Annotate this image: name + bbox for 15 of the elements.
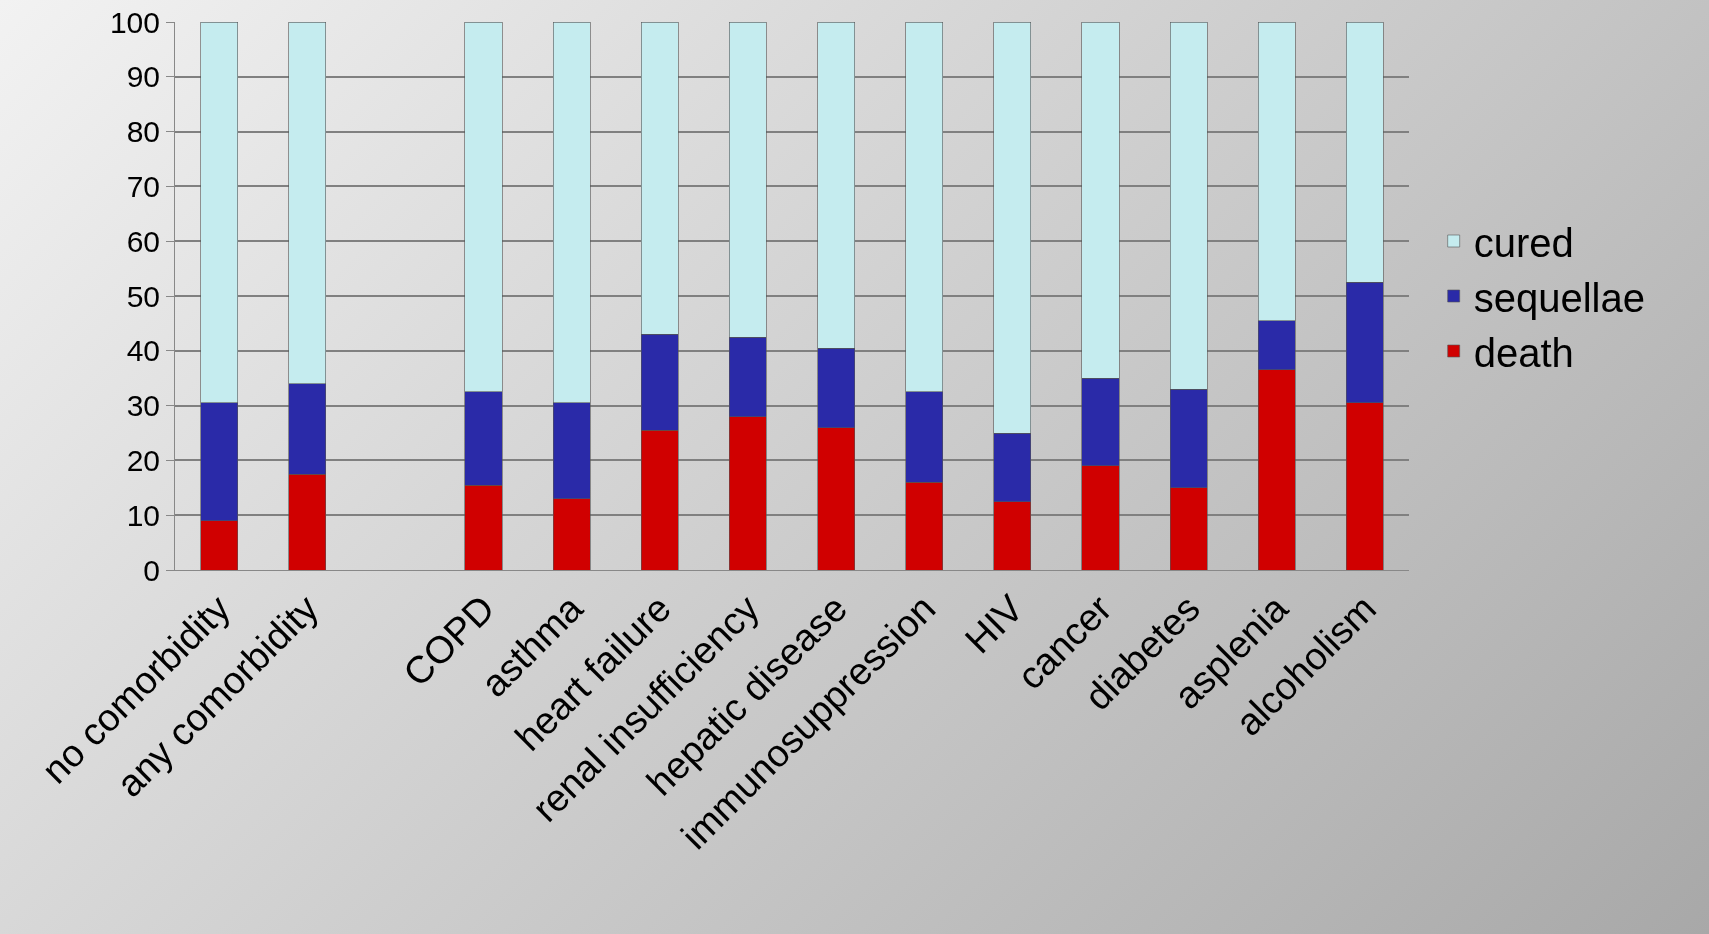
legend-label: death: [1473, 330, 1574, 375]
y-tick-label: 0: [143, 553, 160, 587]
y-tick-label: 90: [126, 60, 160, 94]
y-tick-label: 40: [126, 334, 160, 368]
y-tick-label: 50: [126, 279, 160, 313]
y-tick-label: 100: [109, 5, 160, 39]
y-tick-label: 30: [126, 389, 160, 423]
x-tick-label: HIV: [956, 586, 1032, 662]
y-tick-label: 70: [126, 169, 160, 203]
y-tick-label: 10: [126, 498, 160, 532]
legend-label: sequellae: [1473, 275, 1645, 320]
legend-label: cured: [1473, 220, 1574, 265]
y-tick-label: 20: [126, 443, 160, 477]
y-tick-label: 60: [126, 224, 160, 258]
y-tick-label: 80: [126, 115, 160, 149]
